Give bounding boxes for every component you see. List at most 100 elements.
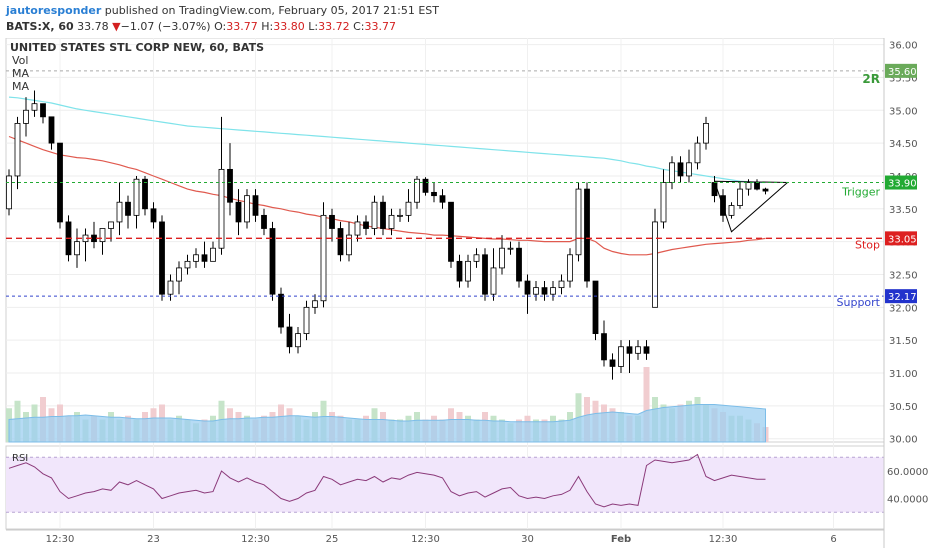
candle-down bbox=[227, 168, 233, 203]
candle-down bbox=[448, 201, 454, 262]
candle-up bbox=[193, 254, 199, 262]
last-price: 33.78 bbox=[77, 20, 109, 33]
candle-up bbox=[618, 346, 624, 367]
candle-up bbox=[388, 214, 395, 229]
candle-up bbox=[108, 221, 114, 229]
candle-up bbox=[550, 287, 556, 295]
candle-down bbox=[235, 201, 242, 223]
candle-down bbox=[142, 178, 148, 210]
candle-up bbox=[295, 333, 301, 348]
x-tick-label: 12:30 bbox=[411, 534, 440, 545]
candle-down bbox=[711, 182, 718, 197]
candle-up bbox=[567, 254, 573, 282]
candle-up bbox=[635, 346, 641, 354]
candle-up bbox=[728, 205, 735, 216]
candle-down bbox=[677, 162, 684, 177]
x-tick-label: 25 bbox=[326, 534, 339, 545]
candle-up bbox=[473, 254, 480, 262]
candle-up bbox=[533, 287, 539, 295]
price-tag-2r bbox=[885, 63, 917, 78]
candle-up bbox=[23, 109, 29, 124]
price-tag-trigger bbox=[885, 175, 917, 190]
candle-up bbox=[31, 103, 38, 111]
candle-up bbox=[507, 247, 514, 250]
candle-down bbox=[48, 116, 55, 144]
candle-down bbox=[609, 359, 616, 367]
rsi-y-tick-label: 40.0000 bbox=[887, 495, 928, 506]
publish-header: jautoresponder published on TradingView.… bbox=[0, 0, 932, 38]
candle-down bbox=[125, 201, 131, 216]
level-label-trigger: Trigger bbox=[841, 186, 880, 199]
candle-down bbox=[159, 221, 165, 295]
published-text: published on TradingView.com, February 0… bbox=[104, 4, 439, 17]
candle-up bbox=[303, 306, 310, 335]
candle-up bbox=[6, 175, 12, 210]
y-tick-label: 34.50 bbox=[889, 139, 918, 150]
candle-up bbox=[414, 178, 420, 203]
legend-vol[interactable]: Vol bbox=[12, 54, 29, 67]
symbol-label[interactable]: BATS:X, 60 bbox=[6, 20, 74, 33]
candle-up bbox=[354, 221, 361, 236]
candle-down bbox=[601, 333, 607, 361]
candle-up bbox=[74, 241, 80, 256]
y-tick-label: 30.00 bbox=[889, 435, 918, 446]
candle-down bbox=[201, 254, 208, 262]
quote-line: BATS:X, 60 33.78 ▼−1.07 (−3.07%) O:33.77… bbox=[6, 20, 396, 33]
low-label: L: bbox=[308, 20, 319, 33]
rsi-band bbox=[6, 457, 884, 513]
ma-fast-line bbox=[8, 135, 766, 256]
candle-down bbox=[541, 287, 548, 295]
candle-up bbox=[652, 221, 658, 308]
candle-down bbox=[40, 103, 46, 118]
candle-down bbox=[91, 234, 97, 243]
price-tag-label: 33.05 bbox=[888, 234, 917, 245]
candle-down bbox=[643, 346, 650, 354]
y-tick-label: 30.50 bbox=[889, 402, 918, 413]
candle-up bbox=[99, 228, 106, 243]
y-tick-label: 31.50 bbox=[889, 336, 918, 347]
legend-ma-2[interactable]: MA bbox=[12, 80, 30, 93]
open-label: O: bbox=[214, 20, 227, 33]
level-label-stop: Stop bbox=[855, 238, 880, 251]
close-value: 33.77 bbox=[364, 20, 396, 33]
candle-up bbox=[703, 122, 709, 144]
candle-down bbox=[762, 188, 769, 192]
candle-up bbox=[218, 168, 225, 249]
legend-ma-1[interactable]: MA bbox=[12, 67, 30, 80]
candle-down bbox=[261, 214, 267, 229]
price-tag-label: 32.17 bbox=[888, 292, 917, 303]
candle-down bbox=[380, 201, 386, 229]
candle-down bbox=[286, 326, 293, 348]
rsi-line bbox=[8, 453, 766, 508]
x-tick-label: Feb bbox=[611, 534, 631, 545]
rsi-title: RSI bbox=[12, 453, 28, 464]
low-value: 33.72 bbox=[318, 20, 350, 33]
author-link[interactable]: jautoresponder bbox=[6, 4, 102, 17]
x-tick-label: 12:30 bbox=[241, 534, 270, 545]
publish-line: jautoresponder published on TradingView.… bbox=[6, 4, 439, 17]
open-value: 33.77 bbox=[226, 20, 258, 33]
volume-ma-area bbox=[8, 404, 766, 443]
candle-down bbox=[516, 247, 522, 282]
candle-up bbox=[320, 214, 327, 302]
level-label-support: Support bbox=[837, 296, 881, 309]
y-tick-label: 35.00 bbox=[889, 106, 918, 117]
candle-up bbox=[465, 260, 471, 282]
candle-up bbox=[244, 195, 250, 223]
candle-down bbox=[150, 208, 157, 223]
candle-up bbox=[686, 162, 692, 177]
price-tag-label: 33.90 bbox=[888, 179, 917, 190]
candle-up bbox=[210, 247, 216, 262]
rsi-y-tick-label: 60.0000 bbox=[887, 467, 928, 478]
candle-up bbox=[499, 247, 505, 269]
high-label: H: bbox=[261, 20, 274, 33]
candle-down bbox=[431, 191, 437, 197]
chart-title: UNITED STATES STL CORP NEW, 60, BATS bbox=[10, 41, 265, 54]
price-pane bbox=[5, 37, 885, 443]
candle-up bbox=[669, 162, 675, 183]
candle-down bbox=[626, 346, 633, 354]
candle-down bbox=[439, 195, 446, 203]
candle-up bbox=[133, 178, 140, 216]
candle-up bbox=[167, 280, 174, 295]
